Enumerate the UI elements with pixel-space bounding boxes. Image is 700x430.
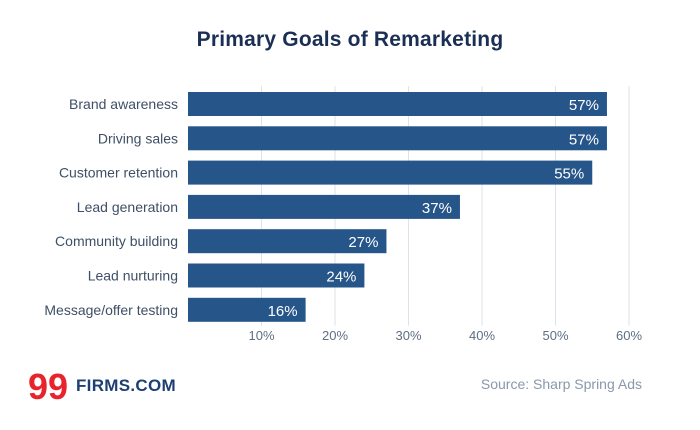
- logo-99-icon: 99: [28, 368, 68, 404]
- x-tick-label: 30%: [395, 328, 421, 343]
- bar: [188, 92, 607, 116]
- category-label: Community building: [55, 233, 178, 249]
- chart-title: Primary Goals of Remarketing: [196, 28, 504, 51]
- bar: [188, 263, 365, 288]
- bar-value-label: 16%: [268, 303, 298, 320]
- source-note: Source: Sharp Spring Ads: [480, 376, 642, 392]
- category-label: Driving sales: [98, 130, 178, 146]
- bar-value-label: 37%: [422, 200, 452, 217]
- bar-value-label: 27%: [348, 234, 378, 251]
- category-label: Brand awareness: [69, 96, 178, 112]
- x-tick-label: 40%: [469, 328, 495, 343]
- bar-value-label: 55%: [554, 166, 584, 183]
- x-tick-label: 10%: [248, 328, 274, 343]
- x-tick-label: 60%: [616, 328, 642, 343]
- category-label: Lead nurturing: [88, 268, 178, 284]
- bar-value-label: 24%: [326, 269, 356, 286]
- logo-text: FIRMS.COM: [76, 376, 176, 395]
- x-tick-label: 50%: [542, 328, 568, 343]
- x-tick-label: 20%: [322, 328, 348, 343]
- category-label: Customer retention: [59, 165, 178, 181]
- bar: [188, 297, 306, 322]
- bar: [188, 126, 607, 151]
- category-label: Message/offer testing: [44, 302, 178, 318]
- bar: [188, 229, 387, 254]
- category-label: Lead generation: [77, 199, 178, 215]
- bar-value-label: 57%: [569, 97, 599, 114]
- brand-logo: 99 FIRMS.COM: [28, 368, 176, 404]
- logo-mark: 99: [28, 368, 68, 404]
- bar: [188, 160, 593, 185]
- bar: [188, 194, 460, 219]
- bar-value-label: 57%: [569, 131, 599, 148]
